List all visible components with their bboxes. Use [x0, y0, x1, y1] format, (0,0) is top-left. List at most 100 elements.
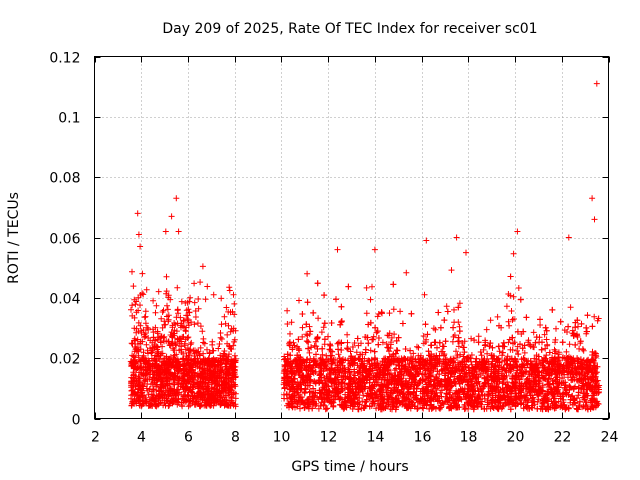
data-point	[551, 346, 558, 353]
data-point	[408, 354, 414, 361]
data-point	[428, 342, 435, 349]
data-point	[567, 304, 574, 311]
data-point	[557, 318, 564, 325]
data-point	[397, 308, 404, 315]
data-point	[163, 367, 170, 374]
data-point	[379, 358, 386, 365]
data-point	[180, 362, 187, 369]
data-point	[161, 318, 168, 325]
data-point	[189, 395, 196, 402]
data-point	[223, 304, 230, 311]
data-point	[143, 324, 150, 331]
data-point	[231, 338, 238, 345]
data-point	[214, 362, 221, 369]
data-point	[163, 374, 170, 381]
data-point	[543, 336, 550, 343]
data-point	[579, 346, 586, 353]
data-point	[128, 402, 135, 409]
data-point	[164, 302, 170, 309]
data-point	[388, 339, 394, 346]
data-point	[194, 370, 201, 377]
data-point	[226, 370, 233, 377]
data-point	[169, 400, 176, 407]
data-point	[227, 377, 234, 384]
data-point	[432, 326, 439, 333]
data-point	[320, 384, 327, 391]
data-point	[347, 371, 354, 378]
data-point	[142, 308, 149, 315]
data-point	[185, 306, 192, 313]
data-point	[553, 325, 559, 332]
data-point	[144, 381, 151, 387]
data-point	[227, 401, 234, 408]
data-point	[366, 379, 373, 386]
data-point	[363, 310, 370, 317]
data-point	[474, 385, 481, 391]
data-point	[451, 332, 458, 339]
data-point	[191, 299, 198, 306]
data-point	[142, 370, 149, 377]
data-point	[593, 398, 600, 405]
data-point	[525, 371, 532, 378]
data-point	[129, 340, 136, 347]
data-point	[451, 306, 457, 313]
data-point	[135, 348, 142, 354]
data-point	[549, 365, 556, 372]
data-point	[214, 375, 221, 382]
data-point	[386, 310, 393, 317]
data-point	[170, 347, 177, 354]
data-point	[173, 314, 180, 321]
data-point	[158, 333, 165, 340]
data-point	[505, 318, 512, 325]
data-point	[536, 380, 543, 387]
data-point	[131, 296, 138, 303]
data-point	[150, 357, 157, 364]
data-point	[187, 341, 194, 348]
data-point	[205, 358, 212, 365]
data-point	[137, 340, 144, 347]
data-point	[565, 323, 572, 330]
data-point	[180, 355, 186, 362]
data-point	[152, 337, 159, 344]
data-point	[137, 292, 144, 298]
data-point	[287, 330, 293, 337]
data-point	[421, 291, 428, 298]
data-point	[295, 336, 302, 343]
data-point	[518, 388, 525, 395]
data-point	[591, 313, 598, 320]
data-point	[566, 383, 573, 390]
data-point	[216, 372, 223, 378]
data-point	[134, 336, 141, 343]
data-point	[132, 373, 139, 380]
data-point	[393, 365, 400, 372]
data-point	[374, 328, 381, 335]
data-point	[175, 381, 182, 388]
data-point	[204, 370, 211, 377]
data-point	[155, 348, 162, 355]
data-point	[198, 392, 205, 399]
data-point	[199, 263, 206, 270]
data-point	[230, 359, 237, 366]
data-point	[365, 357, 372, 364]
data-point	[221, 387, 228, 394]
data-point	[475, 333, 482, 340]
data-point	[204, 390, 211, 397]
data-point	[453, 348, 459, 355]
data-point	[221, 348, 228, 354]
data-point	[430, 325, 437, 332]
data-point	[163, 273, 170, 280]
data-point	[511, 316, 517, 322]
data-point	[310, 309, 317, 316]
data-point	[437, 405, 443, 412]
data-point	[499, 352, 506, 359]
data-point	[515, 285, 522, 291]
data-point	[414, 343, 420, 350]
data-point	[208, 402, 215, 409]
data-point	[204, 346, 210, 353]
data-point	[187, 294, 194, 301]
data-point	[215, 345, 222, 352]
data-point	[455, 343, 462, 350]
data-point	[391, 331, 398, 338]
data-point	[176, 376, 183, 382]
data-point	[165, 356, 172, 363]
